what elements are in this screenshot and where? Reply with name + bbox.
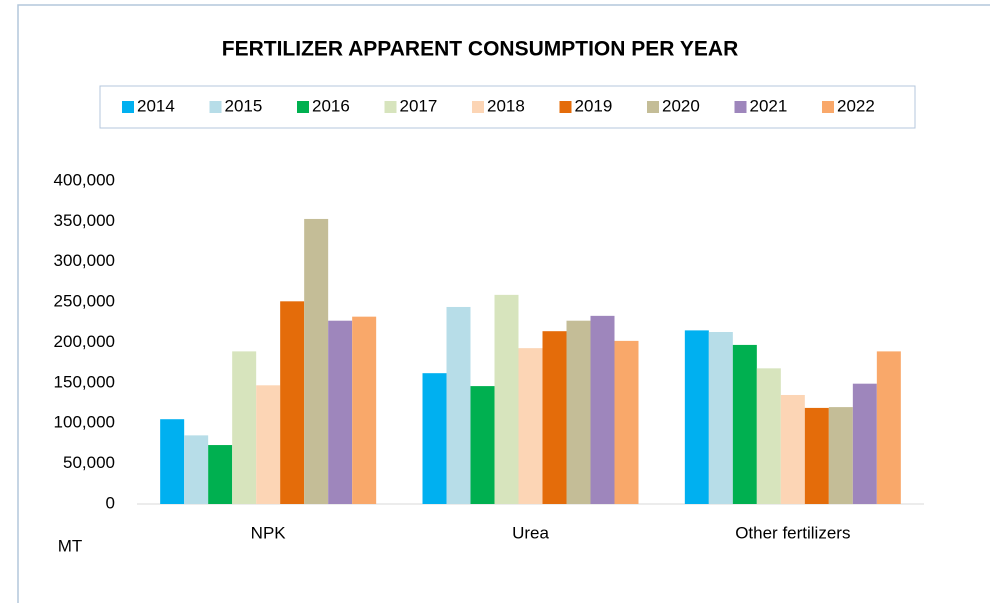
legend-label: 2016: [312, 96, 350, 115]
bar: [708, 332, 733, 504]
bar: [542, 331, 567, 504]
bar: [446, 306, 471, 504]
x-tick-label: Other fertilizers: [735, 523, 850, 542]
bar: [232, 351, 257, 504]
bar: [876, 351, 901, 504]
chart-title: FERTILIZER APPARENT CONSUMPTION PER YEAR: [222, 38, 738, 61]
y-tick-label: 300,000: [54, 251, 115, 270]
y-unit: MT: [58, 536, 83, 555]
bar: [804, 407, 829, 504]
legend-swatch: [297, 101, 309, 113]
bar: [780, 394, 805, 504]
bar: [422, 373, 447, 504]
legend-label: 2018: [487, 96, 525, 115]
bar: [208, 445, 233, 504]
y-tick-label: 150,000: [54, 372, 115, 391]
bar: [684, 330, 709, 504]
bar: [852, 383, 877, 504]
y-tick-label: 100,000: [54, 413, 115, 432]
bar: [280, 301, 305, 504]
chart-border: [17, 4, 990, 603]
x-tick-label: Urea: [512, 523, 549, 542]
legend-swatch: [647, 101, 659, 113]
y-tick-label: 350,000: [54, 211, 115, 230]
bar: [304, 218, 329, 504]
y-tick-label: 400,000: [54, 170, 115, 189]
bar: [256, 385, 281, 504]
x-tick-label: NPK: [251, 523, 287, 542]
legend-swatch: [734, 101, 747, 113]
legend-label: 2015: [225, 96, 263, 115]
y-tick-label: 250,000: [54, 292, 115, 311]
bar: [470, 386, 495, 504]
y-tick-label: 200,000: [54, 332, 115, 351]
y-tick-label: 0: [106, 493, 115, 512]
legend-label: 2014: [137, 96, 175, 115]
legend-swatch: [822, 101, 834, 113]
bar: [756, 368, 781, 504]
legend-box: [99, 85, 916, 129]
bar: [614, 340, 639, 504]
bar: [160, 419, 185, 504]
y-tick-label: 50,000: [63, 453, 115, 472]
legend-label: 2022: [837, 96, 875, 115]
legend-swatch: [472, 101, 484, 113]
legend-label: 2019: [575, 96, 613, 115]
legend-label: 2017: [400, 96, 438, 115]
legend-swatch: [122, 101, 134, 113]
legend-label: 2020: [662, 96, 700, 115]
bar: [590, 315, 615, 504]
legend-swatch: [559, 101, 572, 113]
bar: [328, 320, 353, 504]
bar: [566, 320, 591, 504]
bar: [828, 407, 853, 504]
bar: [352, 316, 377, 504]
bar: [184, 435, 209, 504]
legend-swatch: [209, 101, 222, 113]
legend-label: 2021: [750, 96, 788, 115]
bar: [518, 348, 543, 504]
bar: [732, 344, 757, 504]
bar: [494, 294, 519, 504]
legend-swatch: [384, 101, 397, 113]
